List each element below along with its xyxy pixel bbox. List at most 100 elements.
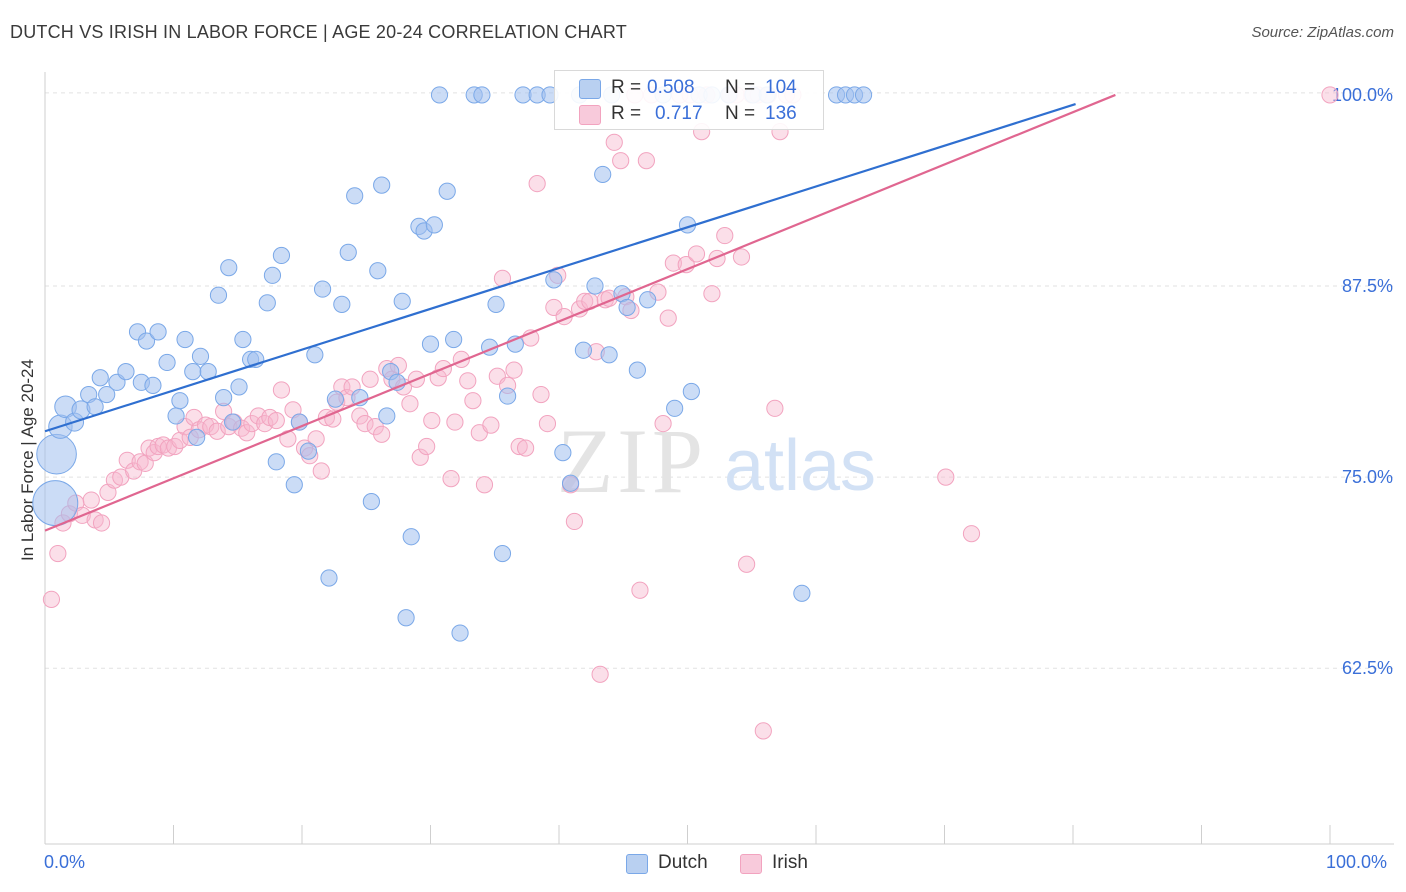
dutch-point (561, 474, 580, 492)
irish-point (766, 399, 784, 417)
irish-trend-line (44, 93, 1116, 532)
dutch-n-value: 104 (765, 77, 797, 98)
dutch-point (333, 295, 351, 313)
y-tick-label: 87.5% (1342, 276, 1393, 296)
irish-point (576, 292, 594, 310)
irish-point (505, 361, 523, 379)
irish-point (937, 468, 955, 486)
irish-point (528, 174, 546, 193)
dutch-point (421, 335, 440, 353)
dutch-point (285, 476, 303, 494)
dutch-point (184, 363, 202, 381)
y-tick-label: 100.0% (1332, 85, 1393, 105)
dutch-point (258, 294, 276, 312)
dutch-point (369, 262, 387, 280)
y-tick-label: 62.5% (1342, 658, 1393, 678)
dutch-point (493, 544, 512, 563)
dutch-point (167, 407, 185, 425)
irish-point (716, 226, 734, 245)
watermark-zip: ZIP (557, 410, 707, 512)
dutch-point (373, 176, 391, 194)
irish-point (631, 581, 649, 599)
irish-point (418, 437, 436, 456)
dutch-point (362, 492, 380, 511)
dutch-point (272, 246, 291, 265)
dutch-point (230, 378, 248, 396)
dutch-point (320, 569, 338, 587)
axes (44, 72, 1394, 845)
dutch-point (628, 361, 646, 379)
irish-point (361, 370, 379, 388)
irish-legend-swatch (740, 854, 762, 874)
dutch-point (854, 86, 873, 104)
dutch-point (499, 387, 517, 405)
dutch-point (618, 298, 636, 317)
irish-point (510, 437, 528, 456)
irish-r-value: 0.717 (655, 103, 703, 124)
irish-point (664, 254, 682, 272)
irish-n-value: 136 (765, 103, 797, 124)
stats-legend: R = 0.508 N = 104 R = 0.717 N = 136 (554, 70, 824, 130)
dutch-point (639, 291, 657, 309)
irish-point (654, 415, 672, 433)
dutch-point (430, 86, 449, 104)
irish-point (82, 491, 100, 509)
dutch-point (215, 389, 233, 407)
x-min-label: 0.0% (44, 852, 86, 872)
trend-lines (44, 93, 1116, 532)
dutch-point (445, 330, 463, 349)
dutch-point (176, 330, 194, 349)
dutch-point (425, 216, 443, 234)
dutch-point (451, 624, 469, 642)
dutch-point (438, 182, 456, 200)
irish-point (538, 415, 557, 433)
dutch-point (682, 382, 700, 401)
y-tick-label: 75.0% (1342, 467, 1393, 487)
irish-point (1321, 86, 1339, 104)
dutch-point (378, 407, 396, 425)
dutch-point (554, 444, 572, 462)
irish-point (475, 476, 494, 494)
irish-point (442, 470, 460, 488)
gridlines (45, 92, 1394, 669)
dutch-point (313, 280, 332, 298)
dutch-point (91, 369, 109, 387)
dutch-point (98, 385, 116, 404)
dutch-point (666, 399, 684, 417)
irish-point (738, 555, 756, 573)
dutch-legend-swatch (626, 854, 648, 874)
irish-point (464, 392, 482, 410)
dutch-point (793, 584, 811, 602)
irish-point (612, 152, 630, 170)
irish-point (140, 439, 158, 457)
irish-point (401, 395, 419, 413)
dutch-point (339, 243, 357, 261)
dutch-point (36, 433, 77, 475)
dutch-point (586, 277, 604, 295)
irish-point (605, 133, 623, 151)
dutch-point (191, 347, 210, 365)
dutch-trend-line (44, 103, 1076, 433)
dutch-point (594, 165, 612, 184)
dutch-n-label: N = (725, 77, 756, 98)
dutch-point (220, 259, 238, 277)
source-credit: Source: ZipAtlas.com (1251, 24, 1394, 41)
irish-point (459, 372, 477, 390)
dutch-r-value: 0.508 (647, 77, 695, 98)
irish-point (482, 416, 500, 434)
irish-swatch (579, 105, 601, 125)
irish-point (238, 424, 256, 442)
irish-point (208, 422, 226, 440)
irish-n-label: N = (725, 103, 756, 124)
irish-point (962, 525, 981, 543)
irish-point (312, 462, 330, 480)
dutch-r-label: R = (611, 77, 642, 98)
dutch-point (149, 323, 167, 341)
dutch-point (171, 392, 189, 410)
dutch-legend-label: Dutch (658, 852, 708, 873)
x-max-label: 100.0% (1326, 852, 1388, 872)
dutch-point (326, 390, 345, 408)
irish-point (637, 152, 655, 170)
dutch-swatch (579, 79, 601, 99)
